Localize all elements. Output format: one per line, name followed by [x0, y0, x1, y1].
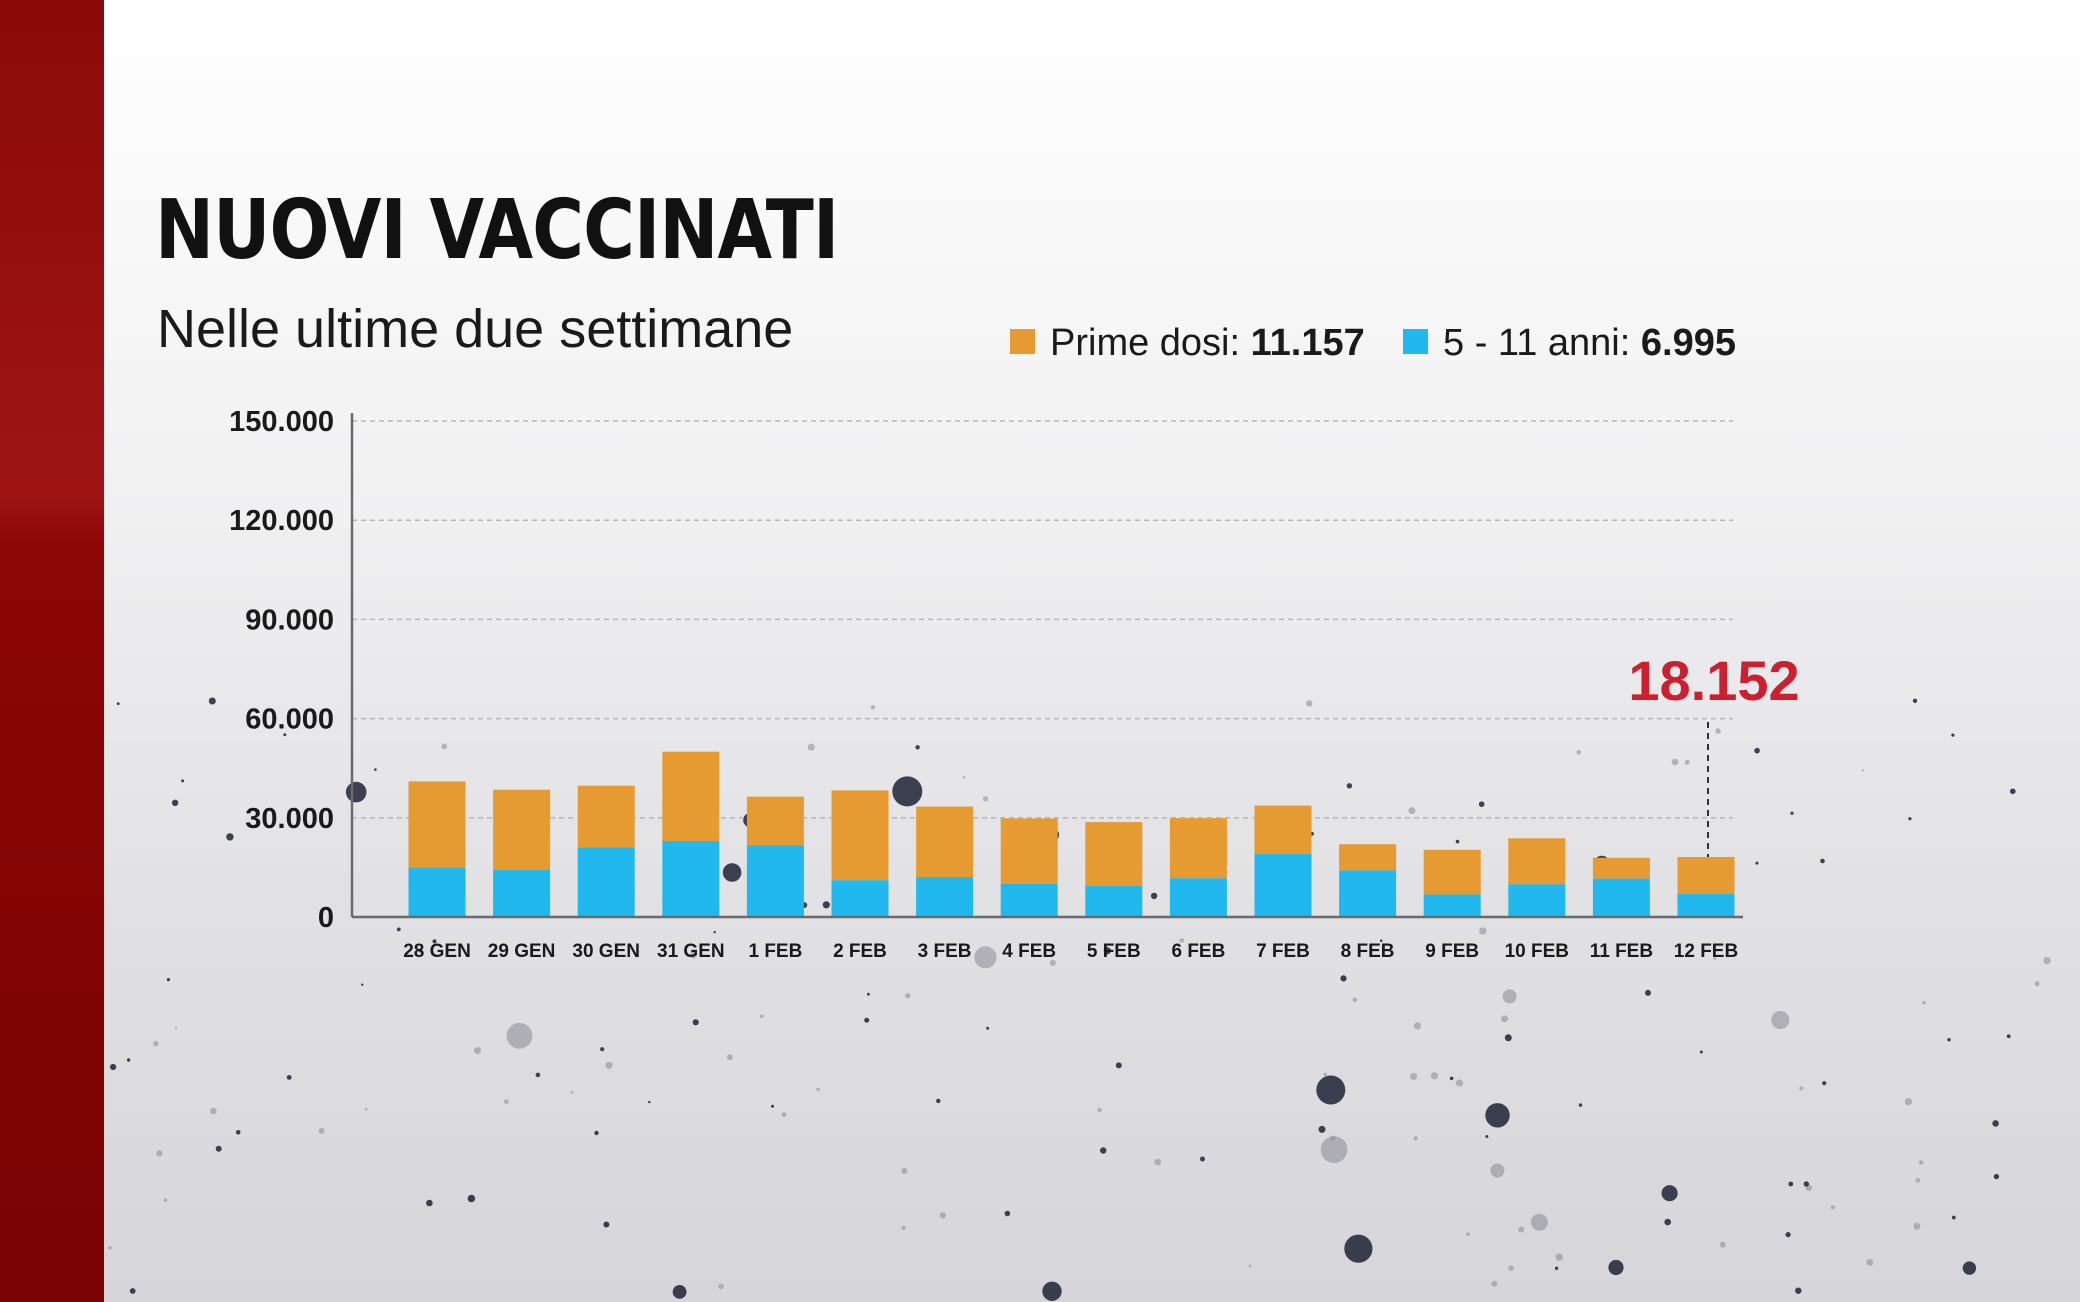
x-tick-label: 2 FEB [833, 941, 887, 962]
x-tick-label: 6 FEB [1171, 941, 1225, 962]
bar-segment-5-11-anni [1085, 885, 1143, 917]
x-tick-label: 7 FEB [1256, 941, 1310, 962]
x-tick-label: 10 FEB [1505, 941, 1569, 962]
bar-segment-5-11-anni [662, 840, 720, 917]
bar-segment-5-11-anni [408, 867, 466, 917]
bar-segment-prime-dosi [1000, 818, 1058, 884]
x-tick-label: 8 FEB [1341, 941, 1395, 962]
bar-segment-prime-dosi [831, 790, 889, 881]
legend-label: Prime dosi: [1050, 322, 1241, 364]
x-tick-label: 3 FEB [918, 941, 972, 962]
bar-segment-prime-dosi [1677, 856, 1735, 894]
y-tick-label: 30.000 [245, 803, 334, 835]
bar-segment-5-11-anni [746, 845, 804, 917]
bar-segment-prime-dosi [1085, 822, 1143, 886]
bar-segment-5-11-anni [1508, 884, 1566, 917]
bar-segment-5-11-anni [1592, 878, 1650, 917]
legend-item-prime-dosi: Prime dosi: 11.157 [1010, 320, 1365, 366]
bar-segment-5-11-anni [1423, 894, 1481, 917]
legend-value: 11.157 [1250, 322, 1365, 364]
legend-value: 6.995 [1640, 322, 1736, 364]
bar-segment-prime-dosi [916, 806, 974, 877]
bar-segment-prime-dosi [1508, 838, 1566, 885]
x-tick-label: 12 FEB [1674, 941, 1738, 962]
brand-side-bar [0, 0, 104, 1302]
x-tick-label: 9 FEB [1425, 941, 1479, 962]
bar-segment-5-11-anni [1677, 893, 1735, 917]
bar-segment-5-11-anni [1254, 853, 1312, 917]
legend-label: 5 - 11 anni: [1443, 322, 1631, 364]
legend-item-5-11-anni: 5 - 11 anni: 6.995 [1403, 320, 1736, 366]
x-tick-label: 29 GEN [488, 941, 556, 962]
bar-segment-prime-dosi [577, 785, 635, 848]
bar-segment-5-11-anni [831, 880, 889, 917]
x-tick-label: 28 GEN [403, 941, 471, 962]
page-subtitle: Nelle ultime due settimane [157, 299, 794, 359]
bar-segment-5-11-anni [493, 869, 551, 917]
y-tick-label: 0 [318, 902, 334, 934]
x-tick-label: 30 GEN [572, 941, 640, 962]
bar-segment-prime-dosi [1423, 849, 1481, 895]
y-tick-label: 120.000 [229, 505, 334, 537]
bar-segment-prime-dosi [746, 796, 804, 846]
x-tick-label: 31 GEN [657, 941, 725, 962]
bar-segment-prime-dosi [1254, 805, 1312, 854]
y-tick-label: 60.000 [245, 704, 334, 736]
bar-segment-prime-dosi [1339, 844, 1397, 871]
legend-swatch-orange [1010, 329, 1035, 355]
bar-segment-5-11-anni [577, 847, 635, 917]
y-tick-label: 90.000 [245, 604, 334, 636]
legend-swatch-blue [1403, 329, 1428, 355]
bar-segment-prime-dosi [1169, 818, 1227, 879]
x-tick-label: 4 FEB [1002, 941, 1056, 962]
x-tick-label: 5 FEB [1087, 941, 1141, 962]
x-tick-label: 11 FEB [1590, 941, 1653, 962]
bar-segment-5-11-anni [1000, 883, 1058, 917]
bar-segment-5-11-anni [916, 876, 974, 917]
bar-segment-prime-dosi [408, 781, 466, 868]
page-title: NUOVI VACCINATI [155, 183, 839, 278]
y-tick-label: 150.000 [229, 406, 334, 438]
bar-segment-5-11-anni [1339, 870, 1397, 917]
bar-segment-5-11-anni [1169, 878, 1227, 917]
x-tick-label: 1 FEB [748, 941, 802, 962]
callout-total-label: 18.152 [1628, 649, 1799, 712]
bar-segment-prime-dosi [662, 751, 720, 841]
bar-segment-prime-dosi [493, 789, 551, 870]
bar-segment-prime-dosi [1592, 857, 1650, 879]
